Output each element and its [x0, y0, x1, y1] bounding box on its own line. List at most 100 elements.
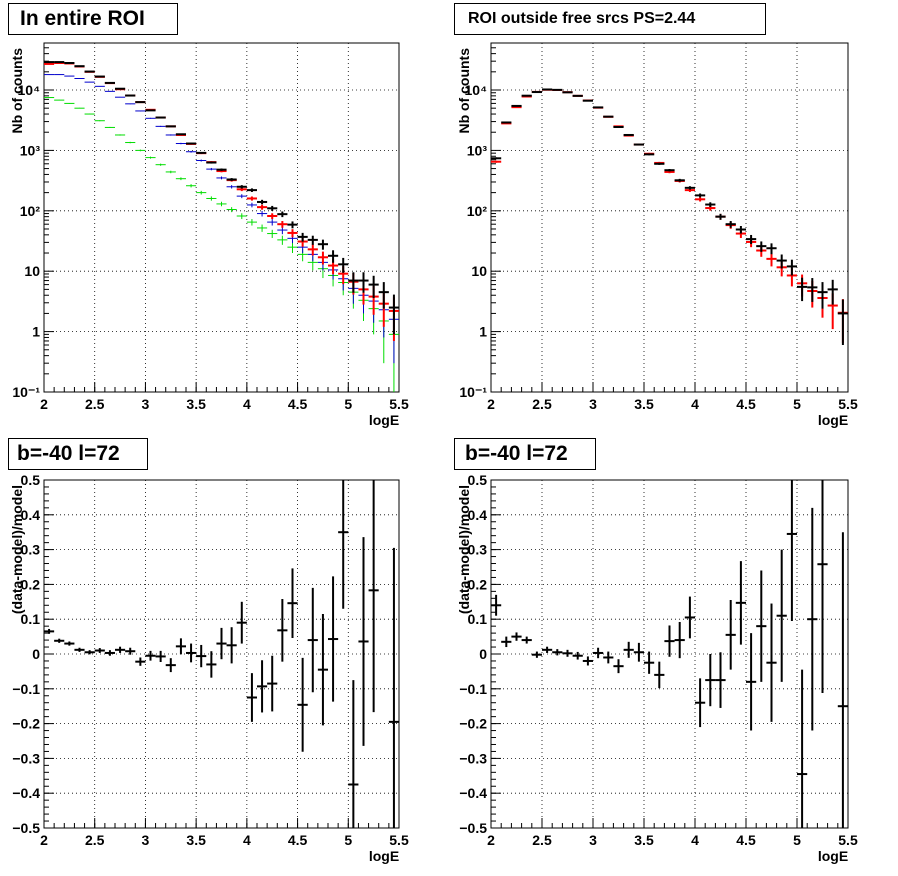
x-tick-label: 3: [142, 832, 150, 848]
data-point: [695, 197, 705, 201]
data-point: [156, 651, 166, 662]
data-point: [817, 480, 827, 693]
data-point: [705, 202, 715, 207]
data-point: [85, 114, 95, 115]
x-tick-label: 4: [243, 832, 251, 848]
x-tick-label: 3.5: [634, 396, 654, 412]
data-point: [583, 100, 593, 101]
y-tick-label: −0.4: [459, 785, 487, 801]
data-point: [125, 142, 135, 143]
data-point: [389, 295, 399, 335]
data-point: [522, 95, 532, 96]
data-point: [125, 648, 135, 655]
data-point: [206, 196, 216, 200]
y-tick-label: −0.4: [12, 785, 40, 801]
data-point: [277, 211, 287, 217]
x-tick-label: 5: [344, 396, 352, 412]
x-tick-label: 4.5: [736, 396, 756, 412]
data-point: [186, 644, 196, 663]
data-point: [736, 226, 746, 234]
data-point: [511, 106, 521, 107]
data-point: [257, 205, 267, 210]
data-point: [277, 236, 287, 245]
data-point: [135, 657, 145, 665]
data-point: [186, 151, 196, 153]
x-tick-label: 4: [691, 832, 699, 848]
data-point: [186, 143, 196, 144]
y-tick-label: 0: [32, 646, 40, 662]
data-point: [277, 221, 287, 228]
y-axis-label: Nb of counts: [456, 48, 472, 134]
x-tick-label: 3.5: [186, 832, 206, 848]
data-point: [237, 213, 247, 219]
x-tick-label: 5.5: [389, 396, 409, 412]
data-point: [287, 221, 297, 228]
data-point: [196, 152, 206, 154]
data-point: [501, 637, 511, 647]
data-point: [176, 638, 186, 654]
data-point: [257, 660, 267, 712]
data-point: [166, 171, 176, 174]
data-point: [838, 299, 848, 345]
data-series-0: [44, 480, 399, 828]
data-point: [838, 532, 848, 828]
data-point: [247, 188, 257, 192]
data-point: [491, 157, 501, 159]
data-point: [237, 185, 247, 188]
data-point: [308, 588, 318, 692]
data-point: [145, 651, 155, 661]
x-tick-label: 5.5: [389, 832, 409, 848]
y-axis-label: Nb of counts: [9, 48, 25, 134]
data-point: [64, 103, 74, 104]
data-point: [287, 568, 297, 638]
data-point: [145, 118, 155, 119]
data-point: [726, 600, 736, 670]
data-point: [695, 678, 705, 727]
data-point: [247, 673, 257, 722]
data-point: [54, 639, 64, 643]
data-point: [369, 480, 379, 712]
data-point: [135, 111, 145, 112]
data-point: [348, 680, 358, 828]
data-point: [532, 652, 542, 658]
data-point: [196, 191, 206, 195]
data-point: [685, 597, 695, 639]
data-point: [634, 643, 644, 662]
data-point: [105, 650, 115, 656]
x-tick-label: 4: [691, 396, 699, 412]
data-point: [654, 163, 664, 165]
x-tick-label: 2.5: [85, 832, 105, 848]
data-point: [756, 570, 766, 681]
data-point: [593, 648, 603, 658]
y-tick-label: −0.3: [12, 750, 40, 766]
data-point: [196, 645, 206, 667]
data-point: [247, 203, 257, 208]
data-point: [115, 97, 125, 98]
data-point: [74, 108, 84, 109]
data-point: [766, 604, 776, 722]
data-series-3: [44, 62, 399, 334]
x-tick-label: 2: [487, 832, 495, 848]
data-point: [176, 143, 186, 144]
x-tick-label: 3: [589, 396, 597, 412]
data-point: [54, 100, 64, 101]
x-axis-label: logE: [369, 412, 399, 428]
y-tick-label: 10³: [20, 142, 41, 158]
data-point: [257, 225, 267, 232]
data-point: [267, 219, 277, 225]
data-point: [227, 185, 237, 188]
data-point: [736, 561, 746, 645]
data-point: [634, 144, 644, 145]
data-point: [125, 104, 135, 105]
y-tick-label: 1: [479, 324, 487, 340]
data-point: [145, 157, 155, 159]
data-point: [298, 658, 308, 752]
data-point: [715, 214, 725, 220]
data-series-1: [491, 89, 848, 345]
x-tick-label: 5.5: [838, 832, 858, 848]
data-point: [522, 637, 532, 644]
